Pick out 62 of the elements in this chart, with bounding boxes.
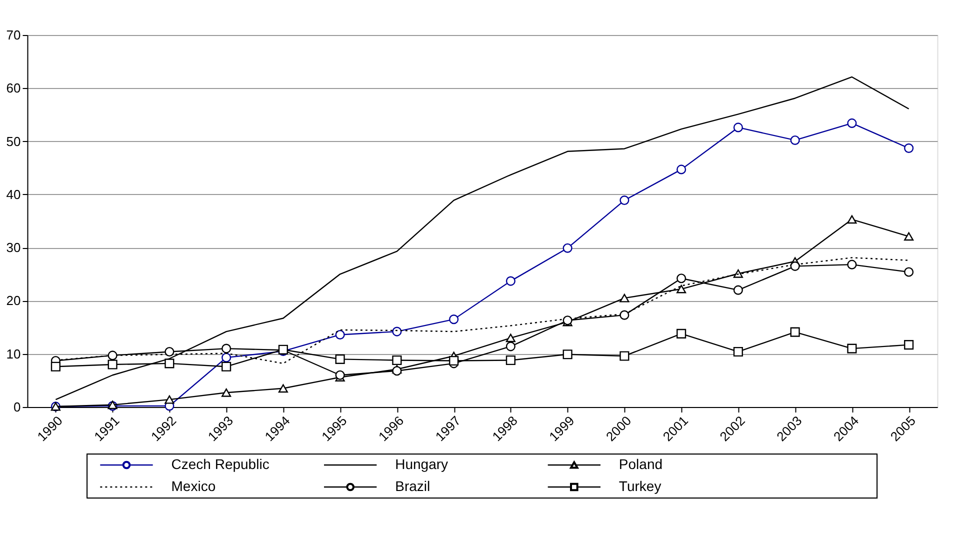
point [790, 135, 800, 145]
legend-label: Czech Republic [171, 456, 270, 472]
point [847, 260, 857, 270]
point [335, 330, 345, 340]
point [164, 346, 174, 357]
point [222, 344, 232, 354]
point [335, 354, 345, 364]
y-tick-label: 10 [6, 346, 21, 362]
point [222, 362, 232, 372]
point [790, 261, 800, 271]
point [506, 355, 516, 366]
line-series [55, 76, 910, 400]
point [790, 327, 800, 337]
point [620, 294, 630, 302]
point [904, 143, 914, 153]
point [506, 334, 516, 342]
point [904, 267, 914, 277]
point [222, 352, 232, 362]
legend-label: Hungary [395, 456, 448, 472]
point [108, 350, 118, 360]
point [50, 362, 60, 372]
point [904, 340, 914, 350]
y-tick-label: 60 [6, 80, 21, 96]
point [733, 269, 743, 278]
y-tick-label: 30 [6, 240, 21, 256]
y-tick-label: 50 [6, 134, 21, 149]
y-tick-label: 0 [14, 400, 21, 414]
point [676, 328, 686, 338]
y-tick-label: 70 [6, 28, 21, 42]
point [620, 351, 630, 361]
point [847, 215, 857, 224]
point [620, 196, 630, 206]
legend-label: Poland [618, 456, 663, 472]
point [392, 355, 402, 366]
point [222, 388, 232, 397]
point [733, 285, 743, 295]
point [392, 326, 402, 336]
point [904, 232, 914, 241]
point [847, 118, 857, 128]
legend-label: Mexico [171, 478, 216, 494]
point [562, 350, 572, 360]
point [676, 274, 686, 284]
point [108, 360, 118, 370]
point [164, 395, 174, 404]
point [278, 384, 288, 393]
point [676, 164, 686, 174]
point [847, 344, 857, 354]
point [164, 358, 174, 368]
point [449, 314, 459, 324]
point [733, 122, 743, 132]
y-tick-label: 20 [6, 293, 21, 308]
legend-label: Turkey [618, 478, 662, 494]
point [506, 276, 516, 286]
point [562, 243, 572, 253]
point [392, 366, 402, 376]
point [676, 284, 686, 294]
legend-label: Brazil [395, 478, 430, 494]
point [506, 342, 516, 352]
point [733, 346, 743, 357]
point [449, 356, 459, 366]
y-tick-label: 40 [6, 186, 21, 202]
point [620, 310, 630, 320]
